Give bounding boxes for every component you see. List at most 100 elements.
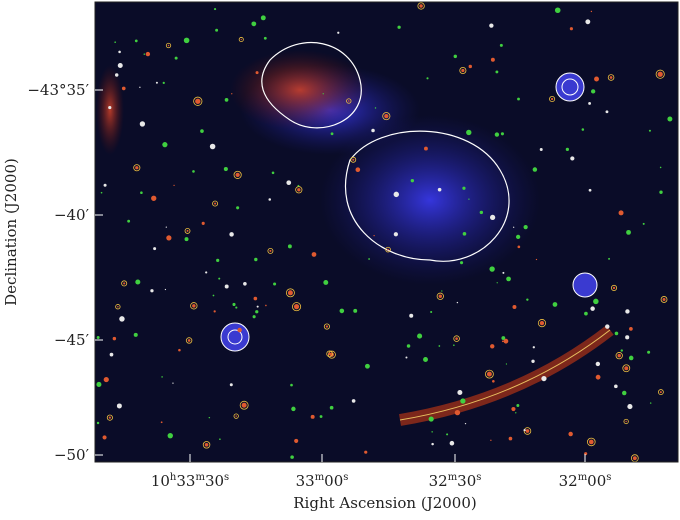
x-tick-unit: h <box>170 472 177 483</box>
star <box>462 186 466 190</box>
star <box>642 222 645 225</box>
star <box>353 308 358 313</box>
contour <box>623 418 629 425</box>
contour <box>327 350 336 359</box>
star <box>235 306 238 309</box>
x-tick-label: 33m00s <box>296 472 349 490</box>
x-tick-unit: m <box>578 472 588 483</box>
star <box>462 232 467 236</box>
star <box>593 298 599 305</box>
star <box>165 226 167 228</box>
star <box>490 439 492 441</box>
star <box>590 306 595 311</box>
star <box>271 171 275 175</box>
star <box>409 313 414 318</box>
star <box>216 258 220 262</box>
star <box>273 282 277 286</box>
star <box>364 450 368 454</box>
star <box>231 93 233 95</box>
star <box>554 7 561 14</box>
red-filament <box>96 65 124 155</box>
star <box>310 414 315 419</box>
star <box>614 384 618 389</box>
star <box>212 294 215 297</box>
star <box>515 412 517 414</box>
x-tick-label: 32m30s <box>429 472 482 490</box>
star <box>449 440 455 446</box>
star <box>625 309 630 314</box>
star <box>455 337 458 340</box>
star <box>588 188 592 192</box>
contour <box>459 66 467 74</box>
contour <box>346 98 352 104</box>
star <box>364 363 370 369</box>
x-tick-label: 10h33m30s <box>151 472 229 490</box>
star <box>506 276 511 282</box>
star <box>468 198 470 200</box>
star <box>232 302 236 306</box>
star <box>595 361 601 367</box>
contour <box>202 441 211 449</box>
contour <box>417 2 425 10</box>
star <box>489 23 494 28</box>
star <box>134 39 138 43</box>
star <box>502 271 505 274</box>
star <box>200 129 204 133</box>
contour <box>436 292 444 300</box>
star <box>374 107 377 109</box>
star <box>291 406 296 412</box>
star <box>160 421 163 424</box>
star <box>595 374 601 380</box>
star <box>568 431 573 437</box>
star <box>117 305 119 308</box>
x-tick-unit: m <box>195 472 205 483</box>
contour <box>227 329 243 345</box>
star <box>215 28 219 32</box>
star <box>118 50 121 54</box>
star <box>102 435 107 440</box>
star <box>532 167 538 172</box>
contour <box>292 302 302 312</box>
star <box>501 336 506 340</box>
star <box>135 166 139 170</box>
red-filament <box>230 50 370 130</box>
contour <box>555 72 585 102</box>
star <box>153 247 157 251</box>
star <box>96 336 100 340</box>
star <box>512 304 517 309</box>
x-tick-number: 30 <box>457 472 476 490</box>
star <box>659 166 662 169</box>
star <box>495 70 499 74</box>
contour <box>285 288 295 298</box>
star <box>505 363 508 365</box>
y-axis-label: Declination (J2000) <box>2 158 20 306</box>
star <box>218 277 221 280</box>
star <box>178 348 181 352</box>
star <box>648 129 651 132</box>
star <box>625 420 627 423</box>
star <box>426 77 429 80</box>
star <box>96 381 102 387</box>
star <box>337 31 340 34</box>
star <box>166 235 172 241</box>
contour <box>233 413 239 419</box>
star <box>667 116 673 122</box>
x-tick-number: 33 <box>176 472 195 490</box>
star <box>423 357 428 362</box>
contour <box>655 69 665 79</box>
star <box>393 191 400 198</box>
star <box>466 129 472 136</box>
star <box>570 156 575 161</box>
star <box>253 296 258 301</box>
star <box>195 98 201 104</box>
star <box>373 234 375 237</box>
y-tick-label: −45′ <box>54 331 90 349</box>
star <box>565 147 569 151</box>
star <box>167 44 170 47</box>
star <box>219 438 221 441</box>
star <box>103 183 107 187</box>
star <box>431 442 434 446</box>
star <box>526 298 529 301</box>
